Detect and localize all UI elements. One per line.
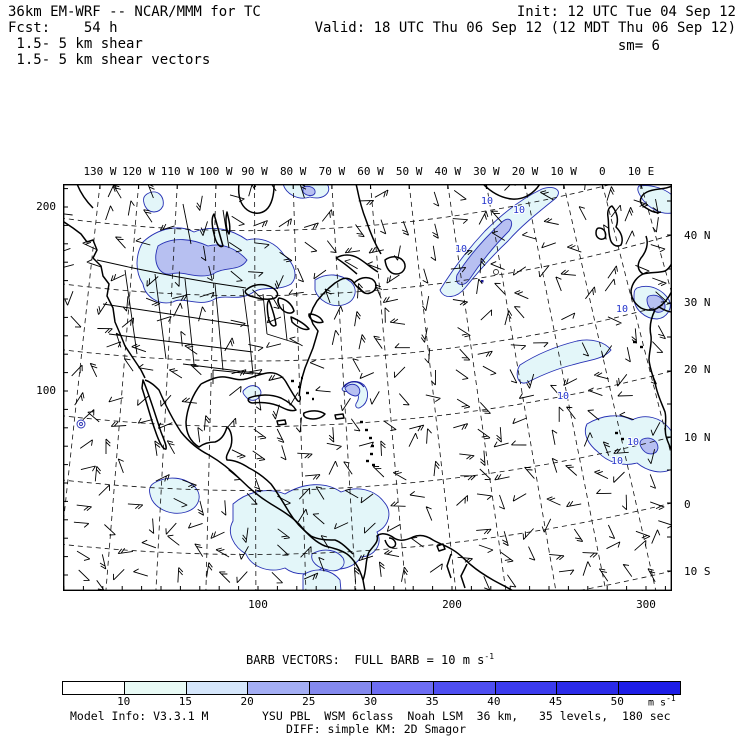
lon-tick-label: 60 W [357,165,384,178]
svg-text:10: 10 [481,196,493,207]
model-title: 36km EM-WRF -- NCAR/MMM for TC [8,4,261,20]
lon-tick-label: 100 W [199,165,233,178]
colorbar-tick-label: 10 [117,695,131,708]
lon-tick-label: 20 W [511,165,539,178]
lon-tick-label: 130 W [83,165,117,178]
svg-text:10: 10 [611,456,623,467]
colorbar-cell [185,682,248,694]
colorbar-cell [494,682,557,694]
model-diffusion: DIFF: simple KM: 2D Smagor [286,722,467,736]
colorbar [62,681,681,695]
colorbar-tick-label: 35 [425,695,439,708]
svg-text:10: 10 [627,437,639,448]
colorbar-cell [432,682,495,694]
colorbar-units: m s-1 [648,694,676,709]
colorbar-tick-label: 25 [302,695,316,708]
lon-tick-label: 90 W [241,165,268,178]
colorbar-cell [370,682,433,694]
map-ticks [63,184,672,591]
colorbar-tick-label: 30 [363,695,378,708]
lon-tick-label: 120 W [122,165,156,178]
svg-text:10: 10 [616,304,628,315]
barb-legend: BARB VECTORS: FULL BARB = 10 m s-1 [245,652,495,667]
grid-y-tick-label: 200 [36,200,56,213]
colorbar-tick-label: 15 [178,695,193,708]
colorbar-cell [309,682,371,694]
lon-tick-label: 0 [599,165,606,178]
lat-tick-label: 20 N [684,363,711,377]
coastlines [63,184,672,591]
colorbar-tick-label: 50 [610,695,624,708]
colorbar-cell [247,682,310,694]
grid-y-tick-label: 100 [36,384,56,397]
lon-tick-label: 70 W [318,165,346,178]
lon-tick-label: 80 W [279,165,307,178]
colorbar-cell [618,682,680,694]
lon-tick-label: 110 W [160,165,194,178]
field-name-vectors: 1.5- 5 km shear vectors [8,52,211,68]
field-name: 1.5- 5 km shear [8,36,143,52]
wind-barbs [63,184,672,591]
model-info: Model Info: V3.3.1 M [70,709,209,723]
lon-tick-label: 30 W [473,165,500,178]
lat-tick-label: 10 N [684,430,711,444]
lon-tick-label: 50 W [395,165,423,178]
colorbar-cell [123,682,186,694]
colorbar-tick-label: 40 [487,695,501,708]
map-frame [62,183,672,592]
contour-labels: 10 10 10 10 10 10 10 [454,195,640,468]
colorbar-tick-label: 45 [548,695,563,708]
lat-tick-label: 40 N [684,229,711,242]
grid-x-tick-label: 200 [442,598,462,611]
lon-tick-label: 10 W [550,165,577,178]
lat-tick-label: 30 N [684,296,711,310]
colorbar-cell [63,682,124,694]
colorbar-cell [556,682,619,694]
model-physics: YSU PBL WSM 6class Noah LSM 36 km, 35 le… [262,709,671,723]
forecast-hour: Fcst: 54 h [8,20,118,36]
grid-x-tick-label: 300 [636,598,656,611]
lat-tick-label: 10 S [684,565,711,578]
lon-tick-label: 10 E [627,165,655,178]
map-panel: 10 10 10 10 10 10 10 [62,183,672,592]
init-time: Init: 12 UTC Tue 04 Sep 12 [516,4,736,20]
svg-text:10: 10 [455,244,467,255]
smoothing-label: sm= 6 [617,38,660,54]
lon-tick-label: 40 W [434,165,462,178]
colorbar-tick-label: 20 [240,695,254,708]
map-svg: 10 10 10 10 10 10 10 [62,183,672,592]
svg-text:10: 10 [513,205,525,216]
grid-x-tick-label: 100 [248,598,268,611]
lat-tick-label: 0 [684,497,691,511]
valid-time: Valid: 18 UTC Thu 06 Sep 12 (12 MDT Thu … [314,20,736,36]
svg-text:10: 10 [557,391,569,402]
